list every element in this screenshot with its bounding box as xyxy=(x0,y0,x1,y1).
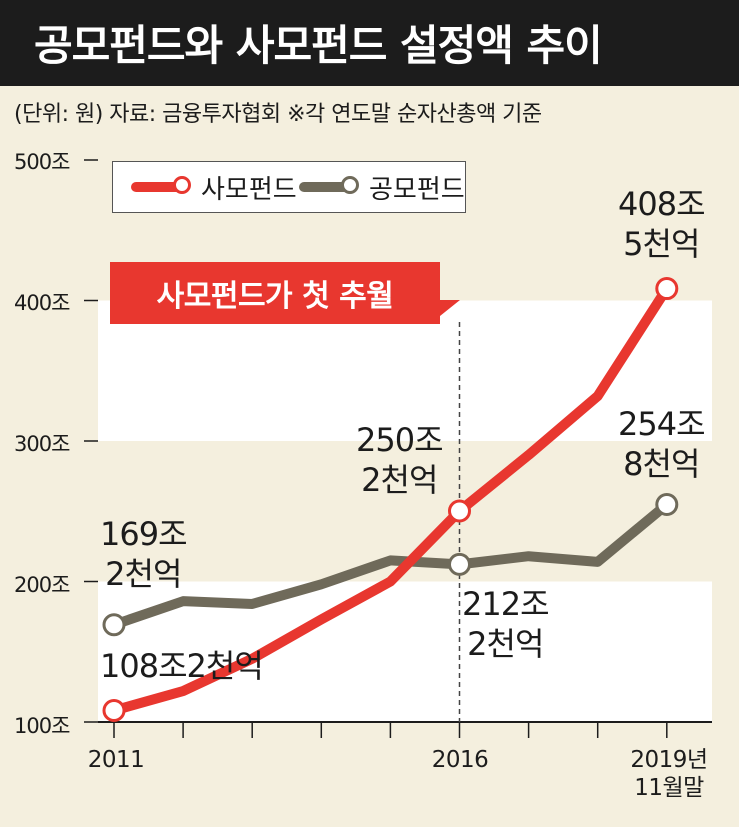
data-point-public-2019 xyxy=(657,495,677,515)
legend-marker-public xyxy=(341,176,359,194)
y-tick-label: 100조 xyxy=(14,710,69,740)
data-point-private-2011 xyxy=(104,700,124,720)
callout-box: 사모펀드가 첫 추월 xyxy=(110,262,440,324)
callout-tail xyxy=(430,300,460,324)
data-label-private-2019: 408조 5천억 xyxy=(618,184,705,264)
x-tick-label: 2019년 11월말 xyxy=(614,746,724,802)
legend-label-public: 공모펀드 xyxy=(369,169,465,206)
legend-swatch-private xyxy=(131,182,187,192)
legend-label-private: 사모펀드 xyxy=(201,169,297,206)
y-tick-label: 300조 xyxy=(14,428,69,458)
y-tick-label: 200조 xyxy=(14,569,69,599)
data-point-private-2019 xyxy=(657,279,677,299)
data-label-public-2019: 254조 8천억 xyxy=(618,404,705,484)
x-tick-label: 2011 xyxy=(82,746,150,774)
legend-marker-private xyxy=(173,176,191,194)
y-tick-label: 500조 xyxy=(14,146,69,176)
x-tick-label: 2016 xyxy=(424,746,496,774)
data-label-private-2011: 108조2천억 xyxy=(100,646,263,686)
data-point-private-2016 xyxy=(450,501,470,521)
legend-swatch-public xyxy=(299,182,355,192)
data-point-public-2016 xyxy=(450,554,470,574)
legend-item-private: 사모펀드 xyxy=(131,171,297,203)
legend: 사모펀드 공모펀드 xyxy=(112,161,466,213)
data-label-public-2011: 169조 2천억 xyxy=(100,514,187,594)
data-label-private-2016: 250조 2천억 xyxy=(356,420,443,500)
data-point-public-2011 xyxy=(104,615,124,635)
legend-item-public: 공모펀드 xyxy=(299,171,465,203)
data-label-public-2016: 212조 2천억 xyxy=(462,584,549,664)
y-tick-label: 400조 xyxy=(14,287,69,317)
